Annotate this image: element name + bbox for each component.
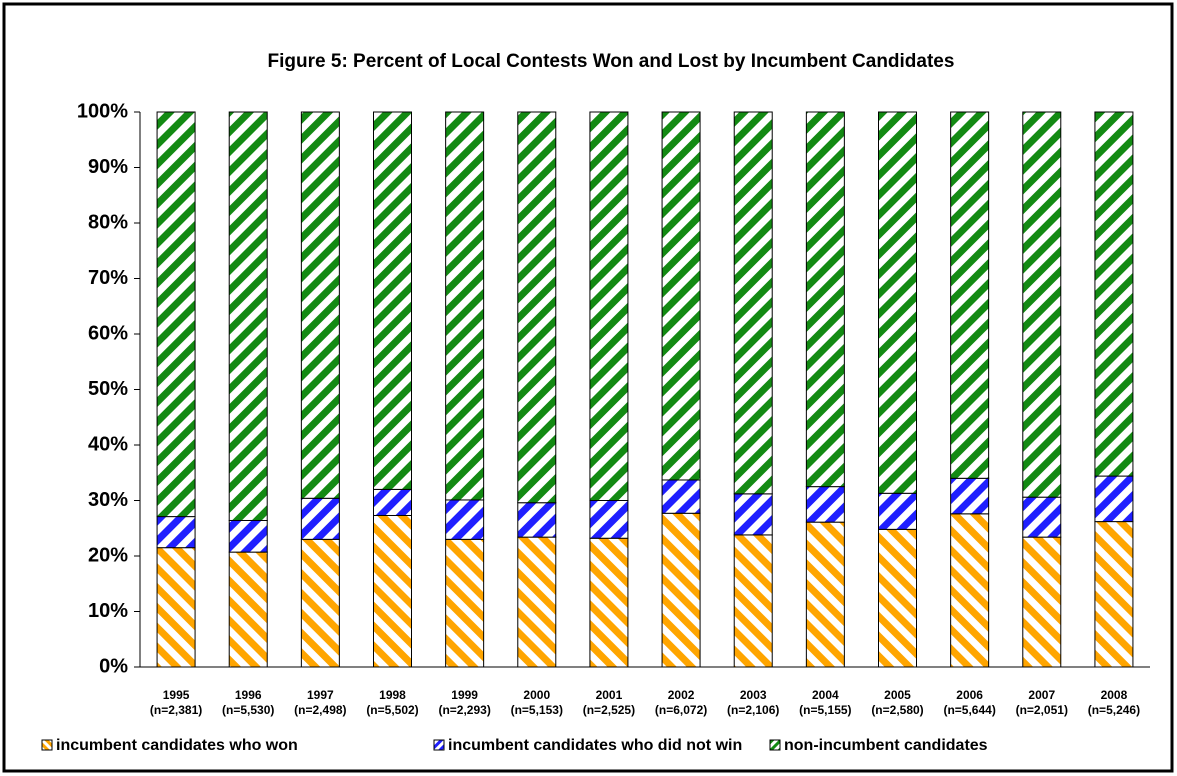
bar-segment — [1022, 496, 1062, 538]
bar-segment — [373, 111, 412, 490]
bar-segment — [373, 488, 412, 516]
x-tick-sublabel: (n=2,293) — [438, 703, 490, 717]
bar-segment — [589, 500, 629, 539]
bar-segment — [445, 499, 485, 540]
bar-segment — [950, 477, 990, 515]
legend-swatch — [41, 739, 53, 751]
bar-segment — [445, 538, 485, 668]
x-tick-sublabel: (n=5,246) — [1088, 703, 1140, 717]
bar-segment — [156, 547, 196, 668]
x-tick-label: 1999 — [451, 688, 478, 702]
y-tick-label: 100% — [77, 100, 128, 122]
bar-segment — [517, 111, 557, 504]
x-tick-sublabel: (n=2,106) — [727, 703, 779, 717]
bar-segment — [733, 111, 773, 495]
y-tick-label: 80% — [88, 211, 128, 233]
x-tick-label: 1997 — [307, 688, 334, 702]
x-tick-sublabel: (n=5,502) — [366, 703, 418, 717]
x-tick-sublabel: (n=2,051) — [1016, 703, 1068, 717]
bar-segment — [1094, 521, 1134, 668]
x-tick-label: 1998 — [379, 688, 406, 702]
bar-segment — [517, 536, 557, 668]
legend-label: non-incumbent candidates — [784, 737, 988, 754]
bar-segment — [1094, 111, 1134, 477]
x-tick-sublabel: (n=2,498) — [294, 703, 346, 717]
bar-segment — [1022, 111, 1062, 498]
x-tick-label: 2005 — [884, 688, 911, 702]
legend-swatch — [769, 739, 781, 751]
x-tick-label: 1996 — [235, 688, 262, 702]
bar-segment — [1094, 475, 1134, 523]
y-tick-label: 0% — [99, 655, 128, 677]
bar-segment — [228, 519, 268, 553]
x-tick-sublabel: (n=2,525) — [583, 703, 635, 717]
x-tick-label: 1995 — [163, 688, 190, 702]
bar-segment — [661, 479, 701, 514]
bar-segment — [589, 111, 629, 501]
x-tick-sublabel: (n=5,155) — [799, 703, 851, 717]
bar-segment — [878, 528, 917, 668]
bar-segment — [1022, 536, 1062, 668]
x-tick-label: 2006 — [956, 688, 983, 702]
bar-segment — [228, 111, 268, 521]
bar-segment — [300, 497, 340, 540]
bar-segment — [805, 111, 845, 488]
y-tick-label: 90% — [88, 156, 128, 178]
bar-segment — [950, 111, 990, 479]
y-tick-label: 60% — [88, 322, 128, 344]
x-tick-label: 2002 — [668, 688, 695, 702]
x-tick-label: 2008 — [1101, 688, 1128, 702]
legend-swatch — [433, 739, 445, 751]
bar-segment — [300, 538, 340, 668]
bar-segment — [805, 486, 845, 523]
bar-segment — [156, 516, 196, 549]
x-tick-sublabel: (n=2,580) — [871, 703, 923, 717]
bar-segment — [878, 111, 917, 494]
y-tick-label: 70% — [88, 267, 128, 289]
bar-segment — [445, 111, 485, 501]
x-tick-label: 2003 — [740, 688, 767, 702]
bar-segment — [300, 111, 340, 499]
bar-segment — [733, 534, 773, 668]
x-tick-sublabel: (n=5,153) — [511, 703, 563, 717]
bar-segment — [733, 493, 773, 536]
y-tick-label: 50% — [88, 378, 128, 400]
bar-segment — [805, 521, 845, 668]
bar-segment — [156, 111, 196, 518]
y-tick-label: 10% — [88, 600, 128, 622]
x-tick-label: 2007 — [1028, 688, 1055, 702]
bar-segment — [950, 513, 990, 668]
bar-segment — [661, 512, 701, 668]
x-tick-label: 2004 — [812, 688, 839, 702]
bar-segment — [228, 551, 268, 668]
bar-segment — [589, 537, 629, 668]
bar-segment — [517, 502, 557, 538]
legend-label: incumbent candidates who did not win — [448, 737, 742, 754]
y-tick-label: 30% — [88, 489, 128, 511]
legend-label: incumbent candidates who won — [56, 737, 298, 754]
x-tick-label: 2001 — [596, 688, 623, 702]
y-tick-label: 20% — [88, 544, 128, 566]
x-tick-sublabel: (n=5,530) — [222, 703, 274, 717]
x-tick-sublabel: (n=2,381) — [150, 703, 202, 717]
chart-title: Figure 5: Percent of Local Contests Won … — [268, 51, 955, 72]
x-tick-sublabel: (n=6,072) — [655, 703, 707, 717]
bar-segment — [878, 492, 917, 530]
bar-segment — [373, 514, 412, 668]
bar-segment — [661, 111, 701, 481]
x-tick-label: 2000 — [523, 688, 550, 702]
x-tick-sublabel: (n=5,644) — [943, 703, 995, 717]
y-tick-label: 40% — [88, 433, 128, 455]
